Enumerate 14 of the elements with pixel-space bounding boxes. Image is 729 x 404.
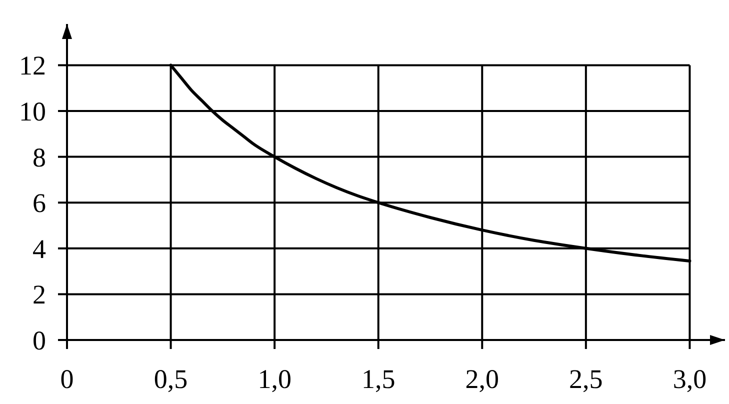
y-tick-label: 8 [32,142,46,172]
x-tick-label: 1,5 [361,364,396,394]
x-tick-label: 2,5 [569,364,603,394]
y-tick-label: 4 [32,234,46,264]
x-tick-label: 0,5 [154,364,188,394]
x-tick-label: 1,0 [258,364,292,394]
x-tick-label: 3,0 [672,364,707,394]
y-tick-label: 12 [19,50,46,81]
x-tick-label: 0 [60,364,74,394]
y-tick-label: 6 [32,188,46,218]
x-tick-label: 2,0 [465,364,500,394]
y-tick-label: 10 [19,96,46,126]
y-tick-label: 0 [32,325,46,356]
y-tick-label: 2 [32,280,46,310]
